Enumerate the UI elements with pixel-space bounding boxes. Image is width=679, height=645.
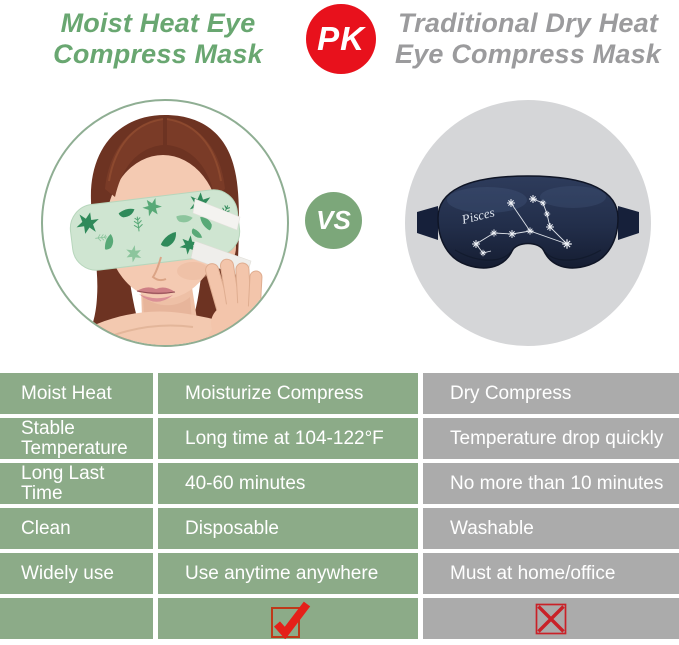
dry-value-cell: Dry Compress (423, 373, 679, 414)
dry-verdict-cell (423, 598, 679, 639)
right-title-line2: Eye Compress Mask (394, 39, 662, 69)
feature-cell: Clean (0, 508, 153, 549)
woman-wearing-mask-illustration (59, 115, 279, 345)
feature-cell (0, 598, 153, 639)
right-product-title: Traditional Dry Heat Eye Compress Mask (384, 8, 672, 70)
feature-cell: Widely use (0, 553, 153, 594)
moist-verdict-cell (158, 598, 418, 639)
cross-icon (535, 603, 567, 634)
pk-badge-label: PK (317, 20, 365, 57)
left-product-title: Moist Heat Eye Compress Mask (14, 8, 302, 70)
mask-strap-upper (192, 198, 241, 231)
mask-strap-left (417, 206, 438, 240)
check-icon (271, 601, 311, 639)
moist-value-cell: Long time at 104-122°F (158, 418, 418, 459)
dry-value-cell: No more than 10 minutes (423, 463, 679, 504)
feature-cell: Long Last Time (0, 463, 153, 504)
left-title-line1: Moist Heat Eye (60, 8, 256, 38)
comparison-table: Moist Heat Moisturize Compress Dry Compr… (0, 373, 679, 639)
navy-sleep-mask-illustration: Pisces (417, 175, 639, 269)
moist-value-cell: 40-60 minutes (158, 463, 418, 504)
vs-badge-label: VS (316, 205, 351, 235)
vs-badge: VS (305, 192, 362, 249)
moist-value-cell: Moisturize Compress (158, 373, 418, 414)
moist-value-cell: Disposable (158, 508, 418, 549)
dry-value-cell: Washable (423, 508, 679, 549)
feature-cell: Moist Heat (0, 373, 153, 414)
dry-heat-mask-photo: Pisces (405, 100, 651, 346)
dry-value-cell: Temperature drop quickly (423, 418, 679, 459)
moist-value-cell: Use anytime anywhere (158, 553, 418, 594)
pk-badge: PK (306, 4, 376, 74)
mask-strap-right (618, 206, 639, 240)
right-title-line1: Traditional Dry Heat (397, 8, 659, 38)
left-title-line2: Compress Mask (53, 39, 263, 69)
feature-cell: Stable Temperature (0, 418, 153, 459)
moist-heat-mask-photo (41, 99, 289, 347)
dry-value-cell: Must at home/office (423, 553, 679, 594)
